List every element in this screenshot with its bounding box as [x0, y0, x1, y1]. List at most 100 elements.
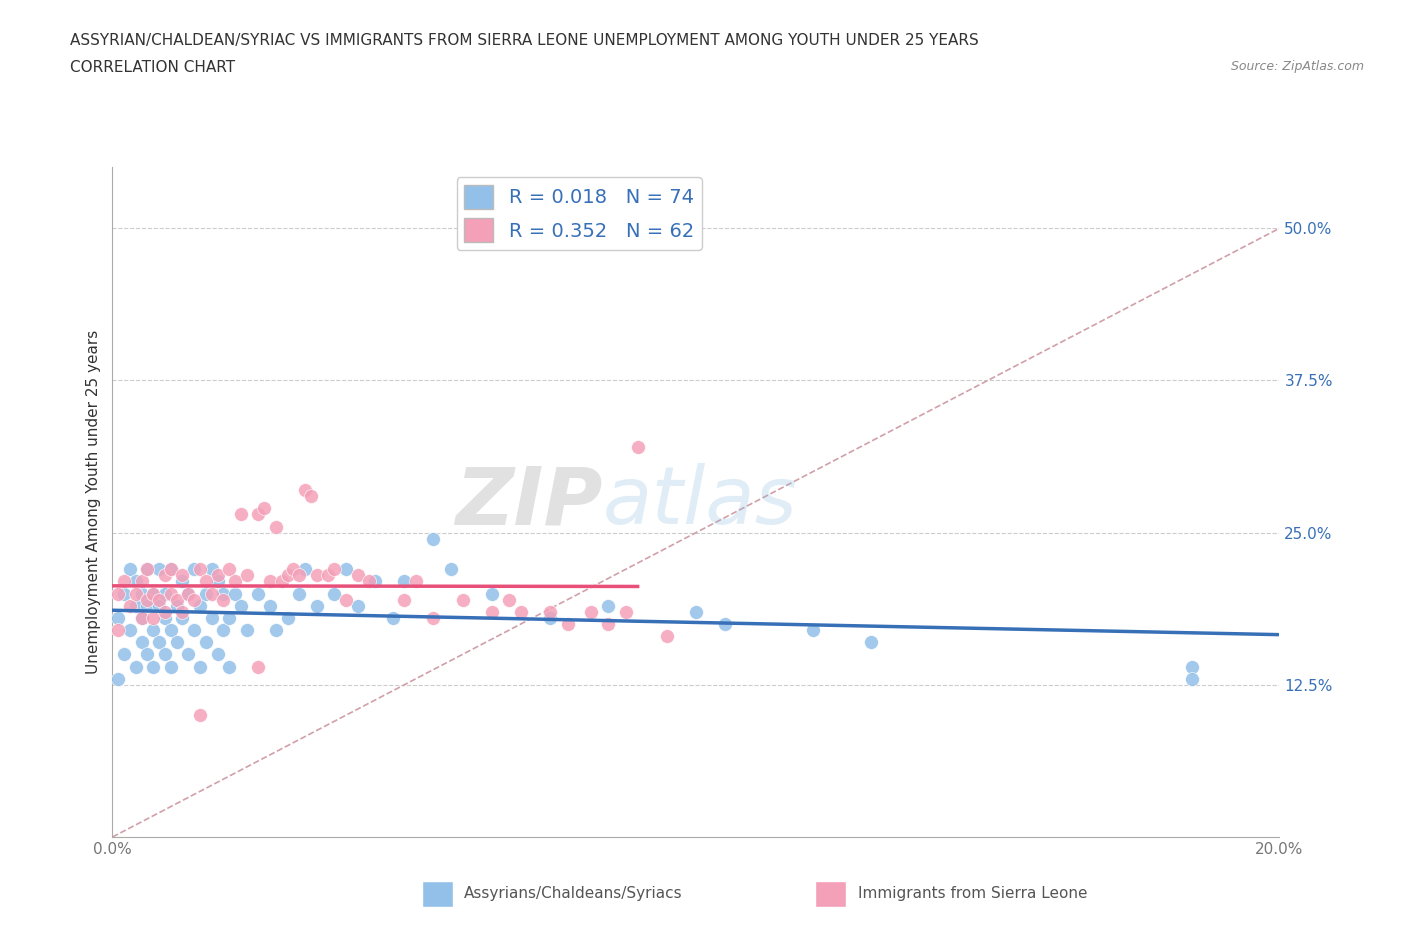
Point: [188, 598, 211, 613]
Point: [177, 647, 200, 662]
Point: [381, 610, 404, 625]
Point: [160, 562, 183, 577]
Point: [136, 592, 159, 607]
Point: [188, 659, 211, 674]
Point: [153, 604, 176, 619]
Point: [125, 586, 148, 601]
Point: [323, 586, 346, 601]
Point: [614, 604, 637, 619]
Point: [142, 586, 165, 601]
Point: [172, 568, 194, 583]
Point: [224, 574, 246, 589]
Point: [579, 604, 602, 619]
Point: [148, 592, 170, 607]
Point: [294, 483, 316, 498]
Point: [305, 598, 328, 613]
Point: [131, 610, 153, 625]
Point: [188, 562, 211, 577]
Point: [172, 604, 194, 619]
Text: ZIP: ZIP: [456, 463, 603, 541]
Point: [125, 574, 148, 589]
Point: [194, 635, 217, 650]
Point: [131, 574, 153, 589]
Point: [299, 488, 322, 503]
Point: [557, 617, 579, 631]
Point: [247, 586, 270, 601]
Point: [131, 610, 153, 625]
Point: [294, 562, 316, 577]
Point: [801, 622, 824, 637]
Point: [160, 586, 183, 601]
Point: [125, 598, 148, 613]
Point: [112, 574, 135, 589]
Point: [264, 622, 287, 637]
Text: Immigrants from Sierra Leone: Immigrants from Sierra Leone: [858, 886, 1087, 901]
Point: [253, 501, 276, 516]
Point: [392, 574, 416, 589]
Point: [259, 574, 281, 589]
Point: [364, 574, 387, 589]
Point: [270, 574, 292, 589]
Point: [218, 610, 240, 625]
Point: [598, 598, 620, 613]
Point: [218, 562, 240, 577]
Point: [498, 592, 520, 607]
Point: [346, 568, 368, 583]
Point: [160, 659, 183, 674]
Point: [107, 671, 129, 686]
Point: [276, 610, 298, 625]
Point: [153, 568, 176, 583]
Point: [1181, 659, 1204, 674]
Point: [172, 574, 194, 589]
Point: [207, 568, 229, 583]
Point: [405, 574, 427, 589]
Point: [148, 562, 170, 577]
Point: [451, 592, 474, 607]
Y-axis label: Unemployment Among Youth under 25 years: Unemployment Among Youth under 25 years: [86, 330, 101, 674]
Legend: R = 0.018   N = 74, R = 0.352   N = 62: R = 0.018 N = 74, R = 0.352 N = 62: [457, 177, 702, 250]
Point: [153, 610, 176, 625]
Point: [598, 617, 620, 631]
Point: [335, 562, 357, 577]
Point: [131, 586, 153, 601]
Text: CORRELATION CHART: CORRELATION CHART: [70, 60, 235, 75]
Point: [229, 507, 252, 522]
Point: [125, 659, 148, 674]
Point: [112, 586, 135, 601]
Point: [229, 598, 252, 613]
Point: [318, 568, 340, 583]
Point: [1181, 671, 1204, 686]
Point: [183, 562, 205, 577]
Point: [359, 574, 381, 589]
Point: [153, 647, 176, 662]
Text: atlas: atlas: [603, 463, 797, 541]
Point: [207, 647, 229, 662]
Point: [118, 598, 141, 613]
Point: [276, 568, 298, 583]
Point: [288, 568, 311, 583]
Point: [183, 592, 205, 607]
Point: [107, 586, 129, 601]
Point: [392, 592, 416, 607]
Point: [305, 568, 328, 583]
Point: [112, 647, 135, 662]
Point: [259, 598, 281, 613]
Point: [509, 604, 531, 619]
Point: [235, 622, 257, 637]
Point: [288, 586, 311, 601]
Point: [160, 562, 183, 577]
Point: [212, 592, 235, 607]
Point: [118, 622, 141, 637]
Point: [218, 659, 240, 674]
Point: [177, 586, 200, 601]
Point: [335, 592, 357, 607]
Point: [194, 574, 217, 589]
Point: [247, 507, 270, 522]
Point: [194, 586, 217, 601]
Point: [142, 586, 165, 601]
Point: [172, 610, 194, 625]
Point: [166, 598, 188, 613]
Point: [107, 622, 129, 637]
Point: [201, 610, 224, 625]
Point: [859, 635, 883, 650]
